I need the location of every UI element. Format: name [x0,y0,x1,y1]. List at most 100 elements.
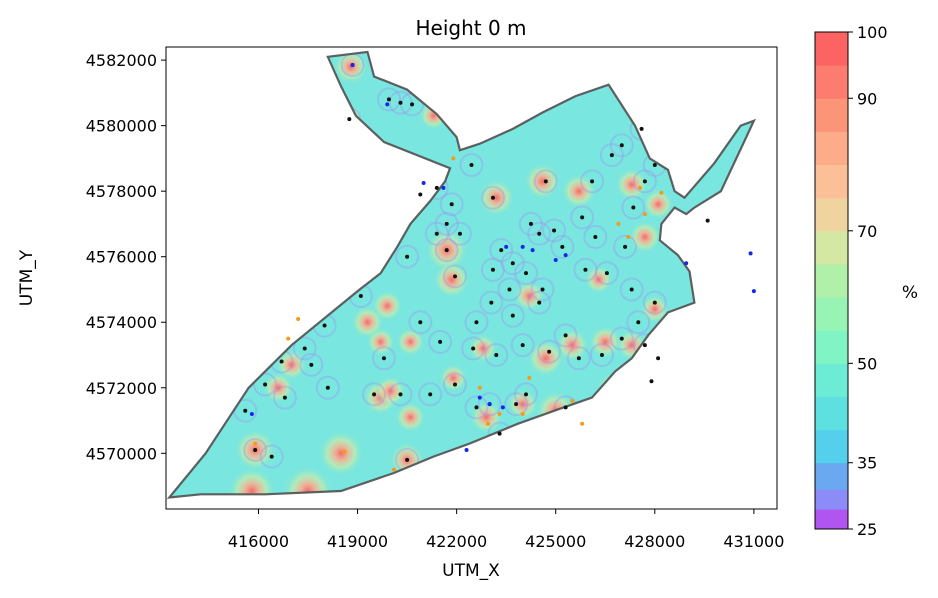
bubble-ring-71 [513,382,538,407]
bubble-ring-43 [619,277,644,302]
bubble-ring-28 [484,343,509,367]
bubble-ring-17 [489,238,514,263]
point-black-67 [452,382,457,387]
point-black-82 [705,218,710,223]
point-blue-13 [464,448,469,453]
point-black-46 [619,336,624,341]
point-black-71 [523,392,528,397]
bubble-ring-16 [480,257,505,282]
point-black-45 [636,320,641,325]
hotspot-18 [526,339,565,378]
point-black-47 [642,343,647,348]
point-black-39 [652,162,657,167]
point-black-29 [528,221,533,226]
bubble-ring-41 [609,133,634,158]
bubble-ring-25 [510,333,535,358]
point-black-21 [507,287,512,292]
y-tick-label-4: 4578000 [86,182,157,201]
bubble-ring-22 [479,290,504,315]
x-axis-label: UTM_X [442,561,500,581]
point-black-18 [510,261,515,266]
point-black-38 [642,179,647,184]
bubble-ring-56 [253,372,278,397]
bubble-ring-35 [594,261,619,286]
bubble-ring-34 [573,257,598,282]
point-black-16 [490,267,495,272]
bubble-ring-15 [442,264,467,289]
x-tick-label-3: 425000 [525,532,586,551]
point-blue-5 [520,244,525,249]
bubble-ring-73 [428,329,453,354]
point-black-60 [282,395,287,400]
point-black-27 [471,346,476,351]
point-blue-7 [553,257,558,262]
point-black-25 [520,343,525,348]
point-orange-9 [253,441,258,446]
hotspot-17 [468,333,498,364]
point-black-3 [410,102,415,107]
point-orange-15 [527,375,532,380]
colorbar-frame [814,31,849,530]
point-blue-15 [748,251,753,256]
point-blue-1 [385,102,390,107]
point-black-52 [358,294,363,299]
colorbar-segment-14 [815,65,848,99]
point-black-34 [583,267,588,272]
point-black-56 [263,382,268,387]
hotspot-25 [477,178,516,217]
hotspot-20 [588,325,623,359]
bubble-ring-64 [388,382,413,407]
bubble-ring-29 [518,211,543,236]
bubble-ring-38 [632,169,657,194]
bubble-ring-59 [259,444,284,469]
hotspot-35 [262,372,294,404]
point-black-62 [325,385,330,390]
bubble-ring-37 [621,195,646,220]
colorbar-tick-label-1: 35 [857,454,877,473]
bubble-ring-23 [464,310,489,335]
bubble-ring-51 [553,323,578,348]
bubble-ring-8 [459,152,484,177]
point-black-10 [543,179,548,184]
hotspot-24 [523,162,562,201]
point-blue-4 [504,244,509,249]
point-black-35 [604,271,609,276]
point-black-24 [510,313,515,318]
x-axis: 416000 419000 422000 425000 428000 431000 [228,509,784,551]
bubble-ring-19 [513,261,538,286]
hotspot-8 [394,401,427,433]
point-blue-2 [421,180,426,185]
bubble-ring-33 [583,225,608,250]
bubble-ring-68 [464,395,489,420]
bubble-ring-26 [537,339,562,364]
bubble-ring-36 [613,234,638,259]
colorbar-segment-11 [815,164,848,199]
colorbar-tick-label-5: 100 [857,23,888,42]
bubble-ring-10 [533,169,558,194]
point-orange-16 [626,235,631,240]
point-black-26 [547,349,552,354]
hotspot-34 [275,349,308,381]
point-black-20 [540,287,545,292]
point-black-14 [444,248,449,253]
bubble-ring-65 [418,382,443,407]
point-orange-12 [286,336,291,341]
x-tick-label-4: 428000 [624,532,685,551]
point-black-73 [438,339,443,344]
x-tick-label-1: 419000 [327,532,388,551]
bubble-ring-40 [599,143,624,168]
colorbar-label: % [902,283,918,303]
plot-frame [165,46,778,510]
bubble-ring-77 [395,244,420,269]
point-black-19 [523,271,528,276]
point-black-64 [398,392,403,397]
point-black-66 [405,457,410,462]
hotspot-16 [438,363,468,393]
point-black-68 [474,405,479,410]
point-blue-16 [751,289,756,294]
bubble-ring-7 [439,192,464,217]
point-black-53 [322,323,327,328]
hotspot-3 [432,260,471,299]
hotspot-29 [513,280,545,312]
colorbar-segment-9 [815,230,848,265]
